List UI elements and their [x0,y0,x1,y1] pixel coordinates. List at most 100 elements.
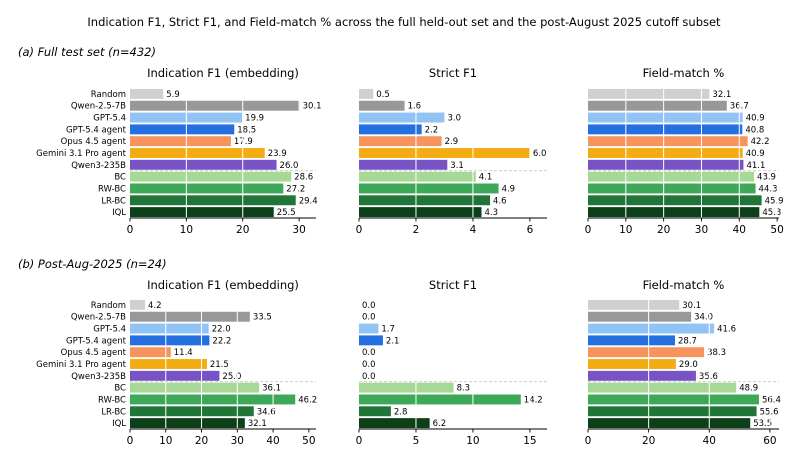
category-label: IQL [112,208,126,218]
data-label: 1.7 [381,325,395,335]
bar-gemini-3-1-pro-agent [130,148,265,158]
data-label: 5.9 [166,90,180,100]
x-tick-label: 5 [413,435,420,447]
category-label: GPT-5.4 [93,325,126,335]
data-label: 34.0 [694,313,713,323]
bar-bc [359,382,454,393]
data-label: 53.5 [753,419,772,429]
bar-gpt-5-4 [588,323,715,334]
data-label: 40.9 [746,114,765,124]
category-label: LR-BC [101,196,126,206]
data-label: 2.8 [394,407,408,417]
category-label: IQL [112,419,126,429]
x-tick-label: 30 [231,435,244,447]
bar-gpt-5-4-agent [359,124,422,135]
data-label: 14.2 [524,395,543,405]
x-tick-label: 50 [302,435,315,447]
data-label: 0.0 [362,348,376,358]
data-label: 28.7 [678,336,697,346]
bar-rw-bc [130,183,284,194]
bar-qwen3-235b [588,370,696,381]
x-tick-label: 20 [236,224,249,236]
bar-gpt-5-4 [588,112,743,123]
bar-gemini-3-1-pro-agent [359,148,530,158]
data-label: 0.0 [362,313,376,323]
category-label: Qwen3-235B [71,372,126,382]
x-tick-label: 15 [523,435,536,447]
data-label: 32.1 [712,90,731,100]
data-label: 45.9 [765,196,784,206]
bar-gpt-5-4-agent [588,335,676,346]
category-label: Opus 4.5 agent [61,137,127,147]
x-tick-label: 20 [657,224,670,236]
data-label: 4.1 [479,173,493,183]
data-label: 36.1 [262,384,281,394]
bar-gemini-3-1-pro-agent [588,148,743,158]
category-label: Random [91,90,126,100]
category-label: LR-BC [101,407,126,417]
x-tick-label: 6 [527,224,534,236]
bar-bc [359,171,476,182]
bar-lr-bc [359,195,491,206]
data-label: 28.6 [294,173,313,183]
data-label: 4.9 [502,184,516,194]
row-b-title: (b) Post-Aug-2025 (n=24) [18,257,167,271]
data-label: 26.0 [280,161,299,171]
panel-a-1: Indication F1 (embedding) 5.9 30.1 19.918.5… [36,66,321,236]
category-label: Gemini 3.1 Pro agent [36,149,127,159]
panel-b-3: Field-match % 30.1 34.0 41.6 28.7 38.3 29.035.… [585,278,781,447]
data-label: 29.0 [679,360,698,370]
panel-b-1: Indication F1 (embedding) 4.2 33.5 22.022.2… [36,278,317,447]
category-label: Qwen3-235B [71,161,126,171]
data-label: 0.0 [362,360,376,370]
x-tick-label: 2 [413,224,420,236]
data-label: 41.1 [746,161,765,171]
panel-title: Indication F1 (embedding) [147,66,299,80]
data-label: 30.1 [303,102,322,112]
bar-gpt-5-4-agent [130,124,235,135]
bar-gpt-5-4-agent [588,124,743,135]
x-tick-label: 10 [619,224,632,236]
data-label: 0.5 [376,90,390,100]
data-label: 40.8 [745,125,764,135]
data-label: 44.3 [759,184,778,194]
panel-title: Strict F1 [429,278,477,292]
bar-lr-bc [359,406,391,417]
data-label: 34.6 [257,407,276,417]
category-label: GPT-5.4 agent [66,336,127,346]
x-tick-label: 10 [466,435,479,447]
data-label: 43.9 [757,173,776,183]
bar-gpt-5-4 [359,323,379,334]
bar-lr-bc [588,195,762,206]
data-label: 35.6 [699,372,718,382]
data-label: 4.6 [493,196,507,206]
bar-qwen3-235b [588,159,744,170]
data-label: 55.6 [760,407,779,417]
bar-iql [130,207,274,218]
bar-bc [588,171,755,182]
x-tick-label: 0 [127,435,134,447]
bar-iql [130,418,245,429]
x-tick-label: 40 [733,224,746,236]
panel-b-2: Strict F1 0.0 0.0 1.72.1 0.0 0.0 0.0 8.3 14.2 2.8… [356,278,547,447]
x-tick-label: 0 [585,435,592,447]
category-label: Opus 4.5 agent [61,348,127,358]
panel-title: Field-match % [643,66,725,80]
bar-rw-bc [130,394,296,405]
bar-opus-4-5-agent [130,347,171,358]
data-label: 4.2 [148,301,162,311]
x-tick-label: 30 [292,224,305,236]
data-label: 2.1 [386,336,400,346]
bar-qwen3-235b [130,159,277,170]
data-label: 1.6 [408,102,422,112]
bar-qwen-2-5-7b [130,311,250,322]
bar-iql [588,207,760,218]
panel-title: Strict F1 [429,66,477,80]
data-label: 22.0 [212,325,231,335]
bar-qwen-2-5-7b [588,311,692,322]
bar-rw-bc [359,183,499,194]
data-label: 30.1 [682,301,701,311]
panel-a-2: Strict F1 0.5 1.6 3.0 2.2 2.9 6.0 3.1 4.1 4.9 4.6 4… [356,66,547,236]
bar-random [588,299,680,310]
bar-rw-bc [588,394,759,405]
